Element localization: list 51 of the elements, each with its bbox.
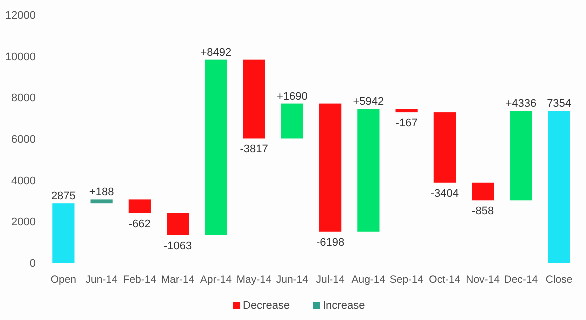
data-label: +5942 (353, 96, 384, 108)
x-tick-label: Feb-14 (123, 274, 157, 286)
x-tick-label: Open (50, 274, 77, 286)
x-tick-label: Jun-14 (86, 274, 118, 286)
data-label: -1063 (164, 240, 192, 252)
data-label: +188 (89, 186, 114, 199)
data-label: -662 (128, 218, 151, 230)
data-label: +4336 (506, 98, 537, 110)
data-label: +1690 (276, 90, 308, 103)
bar (358, 109, 380, 232)
bar (205, 60, 228, 236)
bar (52, 204, 75, 263)
legend-label: Increase (323, 300, 366, 312)
bar (281, 104, 304, 139)
y-tick-label: 6000 (12, 134, 36, 146)
legend-label: Decrease (243, 300, 290, 312)
x-tick-label: Dec-14 (504, 274, 538, 286)
bar (90, 200, 113, 204)
y-tick-label: 10000 (5, 51, 36, 64)
data-label: -3817 (240, 144, 268, 156)
x-tick-label: Sep-14 (390, 274, 424, 286)
data-label: -6198 (316, 236, 345, 249)
x-tick-label: Apr-14 (200, 274, 232, 286)
data-label: -858 (472, 206, 494, 218)
x-tick-label: Jun-14 (276, 274, 309, 286)
y-tick-label: 0 (30, 258, 36, 270)
x-tick-label: Oct-14 (429, 274, 461, 286)
bar (472, 182, 494, 201)
x-tick-label: Nov-14 (466, 274, 500, 286)
y-tick-label: 12000 (5, 10, 36, 22)
x-tick-label: Close (546, 274, 573, 286)
bar (320, 104, 342, 232)
bar (548, 111, 570, 263)
bar (243, 60, 266, 139)
data-label: -3404 (430, 188, 460, 200)
bar (396, 109, 418, 113)
data-label: 2875 (51, 190, 76, 203)
bar (167, 213, 190, 236)
data-label: 7354 (547, 98, 572, 110)
bar (128, 200, 151, 214)
x-tick-label: Jul-14 (316, 274, 346, 286)
y-tick-label: 4000 (12, 175, 36, 188)
bar (434, 112, 456, 183)
data-label: -167 (396, 118, 418, 130)
data-label: +8492 (200, 46, 232, 59)
x-tick-label: May-14 (236, 274, 272, 286)
y-tick-label: 8000 (12, 92, 36, 105)
x-tick-label: Mar-14 (161, 274, 195, 286)
x-tick-label: Aug-14 (352, 274, 386, 286)
bar (510, 111, 532, 201)
y-tick-label: 2000 (12, 216, 36, 229)
